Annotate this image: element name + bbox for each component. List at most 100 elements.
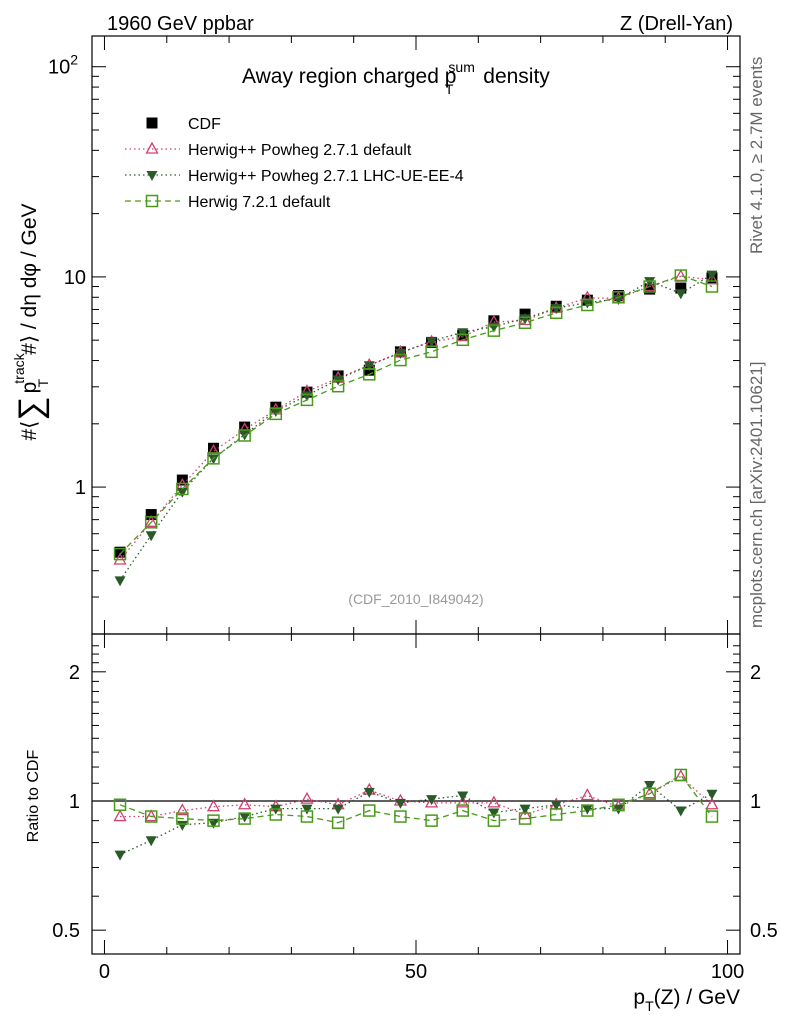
data-point [426, 337, 438, 348]
ratio-ylabel: Ratio to CDF [25, 750, 42, 843]
data-point [424, 795, 439, 808]
ratio-series [113, 768, 719, 861]
y-tick-label: 102 [48, 52, 78, 79]
x-tick-label: 100 [711, 961, 744, 983]
data-point [487, 795, 501, 808]
data-point [113, 809, 127, 822]
data-point [456, 333, 469, 347]
series-line-3 [119, 274, 713, 555]
data-point [550, 800, 562, 811]
data-point [144, 809, 158, 822]
data-point [518, 812, 532, 825]
mcplots-note: mcplots.cern.ch [arXiv:2401.10621] [747, 362, 766, 628]
data-point [300, 810, 314, 823]
legend-marker [146, 117, 158, 129]
data-point [457, 328, 469, 339]
data-point [332, 804, 344, 815]
data-point [487, 814, 501, 827]
ratio-y-tick-label-right: 2 [750, 662, 761, 684]
data-point [488, 315, 500, 327]
data-point [487, 324, 501, 337]
data-point [394, 798, 406, 809]
data-point [300, 393, 314, 407]
data-point [331, 816, 345, 829]
main-ylabel: #⟨∑ptrack T#⟩ / dη dφ / GeV [11, 203, 51, 440]
data-point [145, 836, 157, 847]
data-point [581, 804, 594, 817]
data-point [144, 514, 158, 527]
data-point [269, 407, 283, 421]
data-point [456, 804, 469, 817]
data-point [644, 277, 656, 288]
data-point [612, 291, 625, 304]
data-point [331, 379, 345, 393]
ratio-frame [91, 633, 741, 955]
data-point [176, 812, 189, 825]
data-point [300, 791, 314, 804]
data-point [643, 787, 656, 800]
series-line-1 [119, 275, 713, 561]
ratio-axes: 0.5 0.5 1 1 2 2 0 50 100 [52, 634, 778, 983]
data-point [238, 812, 251, 825]
data-point [363, 804, 376, 817]
data-point [144, 516, 158, 529]
data-point [238, 429, 251, 442]
data-point [114, 850, 126, 861]
x-tick-label: 0 [99, 961, 110, 983]
data-point [519, 804, 531, 815]
data-point [208, 442, 219, 454]
data-point [239, 421, 251, 433]
data-point [113, 547, 127, 561]
data-point [706, 789, 718, 800]
data-point [175, 803, 189, 816]
data-point [581, 298, 593, 309]
data-point [426, 795, 438, 806]
main-series [113, 269, 719, 587]
data-point [643, 279, 657, 292]
data-point [269, 808, 283, 821]
data-point [425, 345, 438, 359]
data-point [176, 487, 188, 498]
ratio-y-tick-label: 1 [69, 791, 80, 813]
data-point [363, 368, 376, 381]
data-point [425, 814, 438, 827]
data-point [581, 298, 594, 312]
data-point [114, 546, 126, 558]
ratio-panel: 0.5 0.5 1 1 2 2 0 50 100 [52, 633, 778, 983]
data-point [301, 804, 313, 815]
data-point [176, 820, 188, 831]
header-right: Z (Drell-Yan) [620, 13, 733, 35]
data-point [208, 454, 219, 465]
data-point [113, 798, 127, 812]
data-point [456, 329, 470, 342]
data-point [207, 452, 220, 465]
data-point [705, 810, 719, 823]
legend-marker [145, 141, 159, 154]
data-point [705, 272, 719, 285]
ratio-y-tick-label: 0.5 [52, 920, 80, 942]
data-point [705, 280, 719, 293]
data-point [675, 289, 687, 300]
header-left: 1960 GeV ppbar [107, 13, 254, 35]
legend-marker [146, 171, 158, 181]
data-point [238, 797, 252, 810]
ratio-y-tick-label: 2 [69, 662, 80, 684]
x-axis-label: pT(Z) / GeV [633, 986, 740, 1014]
ratio-y-tick-label-right: 1 [750, 791, 761, 813]
data-point [363, 787, 375, 798]
main-title: Away region charged psum T density [242, 59, 550, 97]
data-point [706, 270, 718, 281]
data-point [394, 353, 407, 367]
x-tick-label: 50 [405, 961, 427, 983]
y-tick-label: 10 [64, 267, 86, 289]
data-point [488, 808, 500, 819]
data-point [145, 509, 157, 521]
data-point [239, 812, 251, 823]
data-point [145, 531, 157, 542]
data-point [705, 797, 719, 810]
ratio-y-tick-label-right: 0.5 [750, 920, 778, 942]
data-point [580, 788, 594, 801]
rivet-note: Rivet 4.1.0, ≥ 2.7M events [747, 57, 766, 254]
